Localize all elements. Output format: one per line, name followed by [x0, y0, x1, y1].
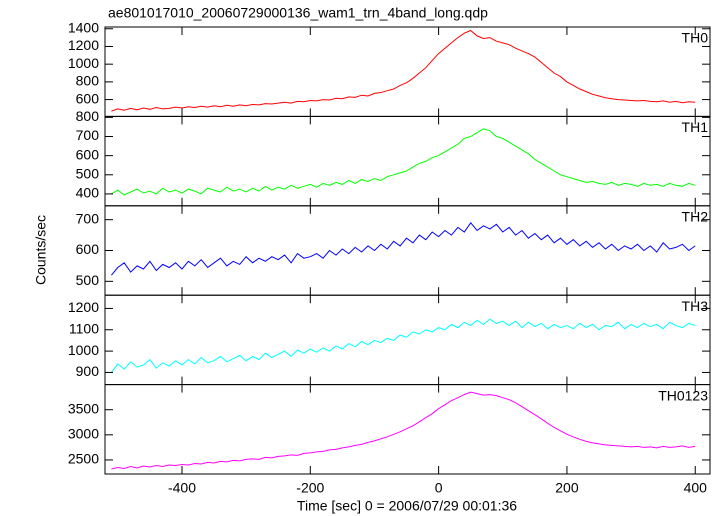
y-tick-label: 2500: [68, 451, 99, 467]
y-tick-label: 500: [76, 272, 100, 288]
y-tick-label: 1000: [68, 55, 99, 71]
y-tick-label: 800: [76, 73, 100, 89]
x-axis-label: Time [sec] 0 = 2006/07/29 00:01:36: [297, 498, 517, 514]
panel-frame: [104, 115, 711, 207]
panel-label: TH2: [682, 209, 709, 225]
y-axis-label: Counts/sec: [33, 215, 49, 285]
y-tick-label: 1000: [68, 342, 99, 358]
x-tick-label: 0: [435, 480, 443, 496]
panel-label: TH1: [682, 119, 709, 135]
panel-frame: [104, 205, 711, 296]
y-tick-label: 700: [76, 127, 100, 143]
y-tick-label: 600: [76, 241, 100, 257]
y-tick-label: 900: [76, 363, 100, 379]
light-curve: [111, 318, 696, 373]
panel-frame: [104, 26, 711, 117]
light-curve: [111, 29, 696, 112]
x-tick-label: 200: [555, 480, 579, 496]
panel-label: TH3: [682, 298, 709, 314]
panel-label: TH0123: [658, 387, 708, 403]
y-tick-label: 800: [76, 108, 100, 124]
y-tick-label: 500: [76, 165, 100, 181]
x-tick-label: -400: [168, 480, 196, 496]
light-curve: [111, 391, 696, 470]
y-tick-label: 700: [76, 210, 100, 226]
panel-label: TH0: [682, 30, 709, 46]
panel-frame: [104, 294, 711, 386]
x-tick-label: 400: [684, 480, 708, 496]
x-tick-label: -200: [296, 480, 324, 496]
light-curve: [111, 128, 696, 196]
y-tick-label: 1100: [69, 320, 99, 336]
y-tick-label: 1400: [68, 19, 99, 35]
y-tick-label: 400: [76, 185, 100, 201]
y-tick-label: 1200: [68, 299, 99, 315]
y-tick-label: 3000: [68, 426, 99, 442]
y-tick-label: 1200: [68, 37, 99, 53]
chart-title: ae801017010_20060729000136_wam1_trn_4ban…: [108, 5, 488, 21]
panel-frame: [104, 384, 711, 475]
light-curve: [111, 221, 696, 276]
y-tick-label: 600: [76, 146, 100, 162]
y-tick-label: 3500: [68, 400, 99, 416]
y-tick-label: 600: [76, 90, 100, 106]
